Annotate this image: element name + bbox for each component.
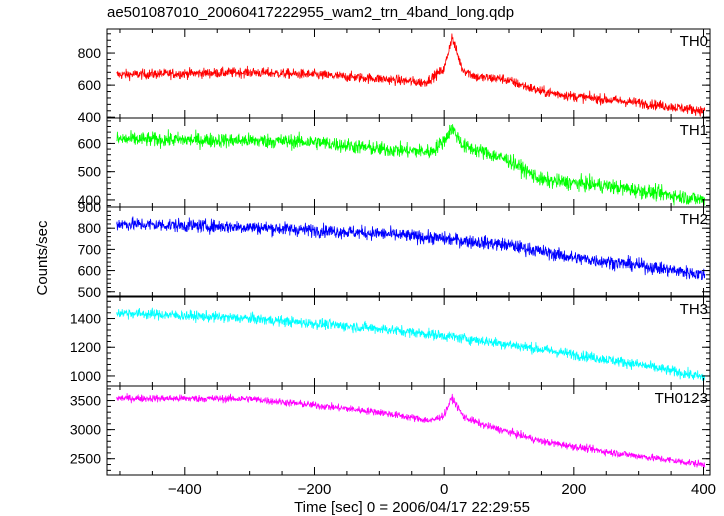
- y-tick-label: 600: [78, 263, 102, 279]
- y-tick-label: 600: [78, 77, 102, 93]
- x-tick-label: 0: [440, 481, 448, 498]
- y-tick-label: 700: [78, 241, 102, 257]
- panel-th2: 500 600 700 800 900 TH2: [78, 199, 711, 300]
- series-line-th3: [116, 307, 706, 381]
- y-tick-label: 3000: [70, 422, 101, 438]
- y-tick-label: 1400: [70, 311, 101, 327]
- y-tick-label: 1000: [70, 368, 101, 384]
- x-tick-label: 400: [691, 481, 716, 498]
- panel-frame: [106, 206, 711, 297]
- y-tick-label: 500: [78, 164, 102, 180]
- panel-frame: [106, 296, 711, 387]
- y-tick-label: 400: [78, 192, 102, 208]
- panels-group: 400 600 800 TH0 400 500 600 TH1 500 600 700 800 900 T…: [70, 28, 711, 476]
- series-line-th1: [116, 124, 706, 206]
- panel-th1: 400 500 600 TH1: [78, 117, 711, 208]
- y-tick-label: 2500: [70, 451, 101, 467]
- y-tick-label: 900: [78, 199, 102, 215]
- chart-title: ae501087010_20060417222955_wam2_trn_4ban…: [107, 4, 515, 21]
- y-tick-label: 800: [78, 220, 102, 236]
- x-tick-label: 200: [561, 481, 586, 498]
- y-tick-label: 1200: [70, 339, 101, 355]
- series-line-th2: [116, 216, 706, 281]
- y-tick-label: 600: [78, 135, 102, 151]
- panel-label-th1: TH1: [680, 122, 708, 139]
- series-line-th0123: [116, 393, 706, 468]
- x-axis-label: Time [sec] 0 = 2006/04/17 22:29:55: [294, 499, 530, 516]
- y-tick-label: 500: [78, 284, 102, 300]
- panel-label-th2: TH2: [680, 211, 708, 228]
- y-tick-label: 400: [78, 109, 102, 125]
- panel-th0123: 2500 3000 3500 TH0123: [70, 385, 711, 476]
- x-tick-label: −200: [298, 481, 332, 498]
- panel-th0: 400 600 800 TH0: [78, 28, 711, 125]
- panel-label-th0: TH0: [680, 33, 708, 50]
- y-axis-label: Counts/sec: [34, 220, 51, 296]
- panel-label-th3: TH3: [680, 301, 708, 318]
- y-tick-label: 800: [78, 45, 102, 61]
- series-line-th0: [116, 33, 706, 117]
- panel-frame: [106, 117, 711, 208]
- x-axis: −400 −200 0 200 400: [168, 481, 716, 498]
- y-tick-label: 3500: [70, 393, 101, 409]
- panel-frame: [106, 385, 711, 476]
- x-tick-label: −400: [168, 481, 202, 498]
- panel-th3: 1000 1200 1400 TH3: [70, 296, 711, 387]
- panel-label-th0123: TH0123: [655, 390, 708, 407]
